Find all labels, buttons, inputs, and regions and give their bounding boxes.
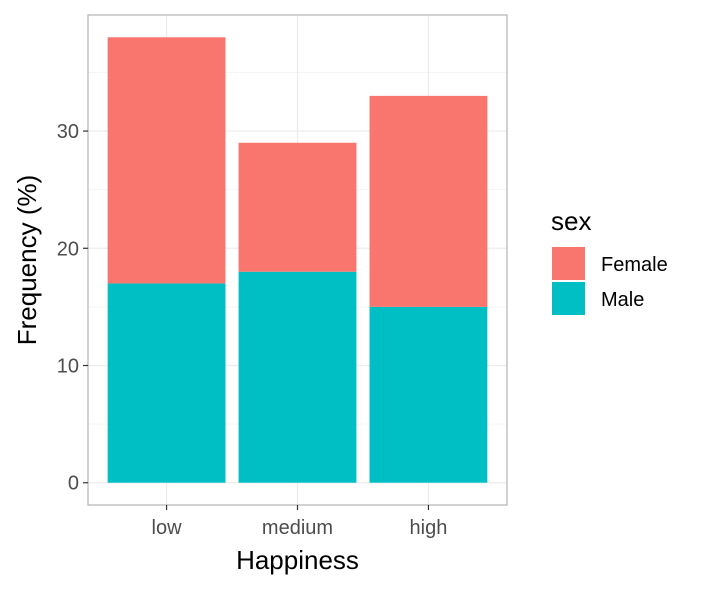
y-tick-label: 0 (68, 473, 79, 495)
bar-female-low (107, 37, 226, 284)
x-tick-label-medium: medium (262, 517, 333, 539)
bar-female-high (369, 95, 488, 307)
legend-key-female (552, 247, 585, 280)
legend-key-male (552, 282, 585, 315)
y-axis-title: Frequency (%) (12, 175, 42, 346)
x-axis-ticks: low medium high (152, 505, 448, 539)
y-axis-ticks: 0 10 20 30 (57, 121, 88, 495)
y-tick-label: 30 (57, 121, 79, 143)
bar-male-medium (238, 271, 357, 483)
x-tick-label-high: high (410, 517, 448, 539)
bar-female-medium (238, 142, 357, 272)
bar-male-high (369, 306, 488, 483)
bars (107, 37, 488, 483)
y-tick-label: 20 (57, 238, 79, 260)
legend-label-female: Female (601, 254, 668, 276)
legend-title: sex (551, 206, 591, 236)
x-tick-label-low: low (152, 517, 183, 539)
x-axis-title: Happiness (236, 545, 359, 575)
y-tick-label: 10 (57, 356, 79, 378)
legend: sex Female Male (551, 206, 668, 315)
legend-label-male: Male (601, 289, 644, 311)
bar-male-low (107, 283, 226, 483)
